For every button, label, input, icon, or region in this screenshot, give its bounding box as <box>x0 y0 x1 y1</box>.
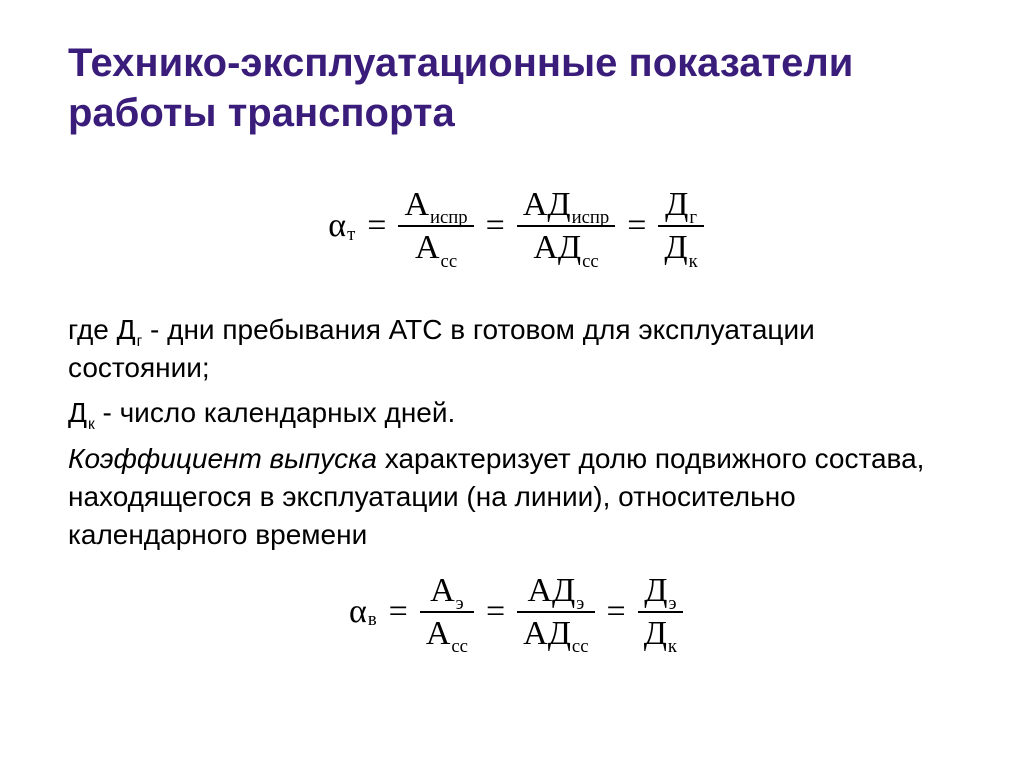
alpha-symbol: α <box>328 207 346 245</box>
definition-dk: Дк - число календарных дней. <box>68 394 964 432</box>
f1t1-den-main: А <box>415 229 440 266</box>
formula1-frac-2: АДиспр АДсс <box>517 186 615 267</box>
f2t3-num-sub: э <box>668 593 676 614</box>
slide-title: Технико-эксплуатационные показатели рабо… <box>68 38 964 138</box>
def1-sub: г <box>137 333 143 350</box>
f1t2-den-sub: сс <box>582 251 599 272</box>
equals-sign: = <box>389 593 408 631</box>
alpha-sub: в <box>368 609 377 631</box>
equals-sign: = <box>607 593 626 631</box>
para-italic: Коэффициент выпуска <box>68 443 377 474</box>
f1t3-den-sub: к <box>689 251 698 272</box>
alpha-symbol: α <box>349 593 367 631</box>
equals-sign: = <box>627 207 646 245</box>
f2t1-den-sub: сс <box>451 636 468 657</box>
f1t3-num-sub: г <box>689 207 697 228</box>
alpha-sub: т <box>347 224 355 246</box>
def2-rest: - число календарных дней. <box>95 397 456 428</box>
f1t2-num-main: АД <box>523 186 571 223</box>
f2t2-num-sub: э <box>576 593 584 614</box>
f2t2-num-main: АД <box>527 572 575 609</box>
formula2-frac-3: Дэ Дк <box>638 572 683 653</box>
f1t1-num-main: А <box>404 186 429 223</box>
paragraph-coefficient: Коэффициент выпуска характеризует долю п… <box>68 440 964 553</box>
f2t2-den-main: АД <box>523 615 571 652</box>
equals-sign: = <box>486 207 505 245</box>
equals-sign: = <box>367 207 386 245</box>
def1-prefix: где Д <box>68 314 136 345</box>
def2-prefix: Д <box>68 397 87 428</box>
formula-alpha-v: αв = Аэ Асс = АДэ АДсс = Дэ Дк <box>68 572 964 653</box>
f2t3-num-main: Д <box>644 572 667 609</box>
formula2-lhs: αв <box>349 593 377 631</box>
formula1-frac-3: Дг Дк <box>658 186 703 267</box>
f1t3-den-main: Д <box>664 229 687 266</box>
f2t1-num-main: А <box>430 572 455 609</box>
body-text: где Дг - дни пребывания АТС в готовом дл… <box>68 311 964 554</box>
formula1-lhs: αт <box>328 207 355 245</box>
def1-rest: - дни пребывания АТС в готовом для экспл… <box>68 314 815 383</box>
f2t1-num-sub: э <box>456 593 464 614</box>
f1t2-num-sub: испр <box>572 207 610 228</box>
slide: Технико-эксплуатационные показатели рабо… <box>0 0 1024 692</box>
f2t3-den-main: Д <box>644 615 667 652</box>
formula1-frac-1: Аиспр Асс <box>398 186 473 267</box>
def2-sub: к <box>88 416 95 433</box>
f2t2-den-sub: сс <box>572 636 589 657</box>
definition-dg: где Дг - дни пребывания АТС в готовом дл… <box>68 311 964 387</box>
f2t1-den-main: А <box>426 615 451 652</box>
formula-alpha-t: αт = Аиспр Асс = АДиспр АДсс = Дг Дк <box>68 186 964 267</box>
f1t1-den-sub: сс <box>441 251 458 272</box>
formula2-frac-1: Аэ Асс <box>420 572 474 653</box>
formula2-frac-2: АДэ АДсс <box>517 572 594 653</box>
f2t3-den-sub: к <box>668 636 677 657</box>
f1t3-num-main: Д <box>665 186 688 223</box>
equals-sign: = <box>486 593 505 631</box>
f1t1-num-sub: испр <box>430 207 468 228</box>
f1t2-den-main: АД <box>533 229 581 266</box>
